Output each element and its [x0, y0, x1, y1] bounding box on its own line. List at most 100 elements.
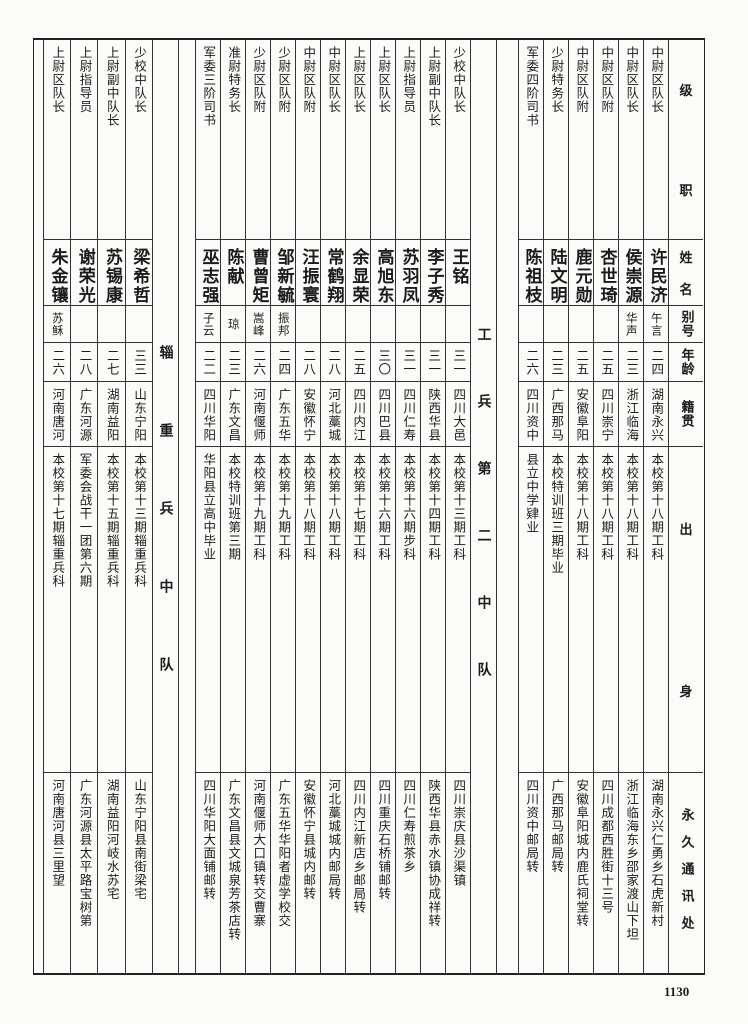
- header-address-cell: 永久通讯处: [669, 772, 703, 977]
- header-native-place: 籍贯: [678, 400, 694, 428]
- rank-text: 少校中队长: [451, 46, 467, 114]
- background-text-cell: 本校第十八期工科: [619, 446, 643, 772]
- header-background-cell: 出身: [669, 446, 703, 772]
- background-text: 本校第十八期工科: [326, 453, 342, 561]
- native-place-text: 河南唐河: [50, 388, 66, 442]
- alias-text-cell: [296, 305, 320, 342]
- address-text: 河南偃师大口镇转交曹寨: [251, 779, 267, 928]
- age-text-cell: 二八: [71, 342, 98, 381]
- alias-text-cell: 振邦: [271, 305, 295, 342]
- native-place-text-cell: 河北藁城: [321, 381, 345, 446]
- name-text: 陈祖枝: [521, 248, 542, 305]
- alias-text-cell: [396, 305, 420, 342]
- roster-row: 上尉区队长 高旭东 三〇 四川巴县 本校第十六期工科 四川重庆石桥铺邮转: [370, 40, 395, 973]
- address-text-cell: 陕西华县赤水镇协成祥转: [421, 772, 445, 977]
- address-text-cell: 湖南益阳河岐水苏宅: [98, 772, 125, 977]
- age-text-cell: 二三: [221, 342, 245, 381]
- section-label: 辎重兵中队: [157, 345, 174, 735]
- background-text-cell: 本校第十三期辎重兵科: [125, 446, 152, 772]
- roster-row: 少尉特务长 陆文明 二三 广西那马 本校特训班三期毕业 广西那马邮局转: [543, 40, 568, 973]
- name-text: 梁希哲: [129, 248, 150, 305]
- age-text-cell: 二五: [346, 342, 370, 381]
- background-text-cell: 本校第十七期工科: [346, 446, 370, 772]
- alias-text-cell: 午言: [644, 305, 668, 342]
- rank-text: 上尉副中队长: [104, 46, 120, 127]
- roster-row: 准尉特务长 陈献琼二三 广东文昌 本校特训班第三期 广东文昌县文城泉芳茶店转: [220, 40, 245, 973]
- age-text: 二七: [104, 348, 120, 376]
- roster-row: 中尉区队附 鹿元勋 二五 安徽阜阳 本校第十八期工科 安徽阜阳城内鹿氏祠堂转: [568, 40, 593, 973]
- age-text: 三三: [132, 348, 148, 376]
- address-text-cell: 四川成都西胜街十三号: [594, 772, 618, 977]
- address-text: 山东宁阳县南街梁宅: [132, 779, 148, 901]
- name-text-cell: 常鹤翔: [321, 239, 345, 305]
- background-text-cell: 本校第十三期工科: [446, 446, 470, 772]
- native-place-text-cell: 浙江临海: [619, 381, 643, 446]
- native-place-text-cell: 广西那马: [544, 381, 568, 446]
- section-label-wrapper: 辎重兵中队: [153, 345, 178, 735]
- background-text: 军委会战干一团第六期: [77, 453, 93, 588]
- header-alias: 别号: [678, 310, 694, 338]
- background-text-cell: 本校第十八期工科: [644, 446, 668, 772]
- name-text: 侯崇源: [621, 248, 642, 305]
- name-text-cell: 苏羽凤: [396, 239, 420, 305]
- age-text: 二八: [326, 348, 342, 376]
- address-text: 河北藁城城内邮局转: [326, 779, 342, 901]
- alias-text: 琼: [226, 317, 241, 331]
- alias-text-cell: [346, 305, 370, 342]
- name-text-cell: 巫志强: [196, 239, 220, 305]
- spacer-column: [496, 40, 518, 973]
- roster-table: 级职姓名别号 年龄 籍贯出身永久通讯处 中尉区队长 许民济 午言 二四 湖南永兴 本校第十八期工…: [33, 38, 705, 975]
- address-text-cell: 广东文昌县文城泉芳茶店转: [221, 772, 245, 977]
- rank-text-cell: 上尉指导员: [71, 40, 97, 239]
- native-place-text: 四川仁寿: [401, 388, 417, 442]
- native-place-text-cell: 四川仁寿: [396, 381, 420, 446]
- rank-text-cell: 军委四阶司书: [519, 40, 543, 239]
- rank-text-cell: 中尉区队附: [569, 40, 593, 239]
- background-text-cell: 本校特训班第三期: [221, 446, 245, 772]
- background-text-cell: 本校第十八期工科: [569, 446, 593, 772]
- rank-text-cell: 少尉特务长: [544, 40, 568, 239]
- name-text: 陆文明: [546, 248, 567, 305]
- background-text-cell: 本校第十八期工科: [296, 446, 320, 772]
- address-text: 四川成都西胜街十三号: [599, 779, 615, 914]
- rank-text: 上尉区队长: [351, 46, 367, 114]
- address-text: 安徽怀宁县城内邮转: [301, 779, 317, 901]
- alias-text-cell: [321, 305, 345, 342]
- background-text: 本校第十七期工科: [351, 453, 367, 561]
- native-place-text-cell: 湖南永兴: [644, 381, 668, 446]
- rank-text: 少尉区队附: [251, 46, 267, 114]
- alias-text-cell: 嵩峰: [246, 305, 270, 342]
- alias-text-cell: [71, 305, 98, 342]
- address-text-cell: 河南唐河县三里望: [43, 772, 71, 977]
- age-text-cell: 三一: [396, 342, 420, 381]
- age-text: 二五: [351, 348, 367, 376]
- header-name-cell: 姓名: [669, 239, 703, 305]
- address-text: 湖南永兴仁勇乡石虎新村: [649, 779, 665, 928]
- address-text: 四川内江新店乡邮局转: [351, 779, 367, 914]
- age-text: 三一: [451, 348, 467, 376]
- name-text-cell: 陈献: [221, 239, 245, 305]
- rank-text: 中尉区队附: [599, 46, 615, 114]
- page-number: 1130: [664, 984, 690, 999]
- native-place-text: 四川资中: [524, 388, 540, 442]
- age-text-cell: 三一: [446, 342, 470, 381]
- alias-text-cell: 琼: [221, 305, 245, 342]
- roster-row: 上尉副中队长 苏锡康 二七 湖南益阳 本校第十五期辎重兵科 湖南益阳河岐水苏宅: [97, 40, 125, 973]
- name-text-cell: 杏世琦: [594, 239, 618, 305]
- age-text-cell: 二八: [321, 342, 345, 381]
- rank-text: 军委三阶司书: [201, 46, 217, 127]
- rank-text: 少尉特务长: [549, 46, 565, 114]
- age-text: 二三: [624, 348, 640, 376]
- name-text: 余显荣: [348, 248, 369, 305]
- name-text-cell: 王铭: [446, 239, 470, 305]
- alias-text-cell: [98, 305, 125, 342]
- background-text: 华阳县立高中毕业: [201, 453, 217, 561]
- background-text: 本校第十八期工科: [599, 453, 615, 561]
- name-text-cell: 高旭东: [371, 239, 395, 305]
- native-place-text: 河南偃师: [251, 388, 267, 442]
- background-text-cell: 本校第十九期工科: [246, 446, 270, 772]
- name-text: 朱金镶: [47, 248, 68, 305]
- background-text-cell: 本校第十四期工科: [421, 446, 445, 772]
- rank-text-cell: 上尉区队长: [346, 40, 370, 239]
- background-text: 本校第十八期工科: [301, 453, 317, 561]
